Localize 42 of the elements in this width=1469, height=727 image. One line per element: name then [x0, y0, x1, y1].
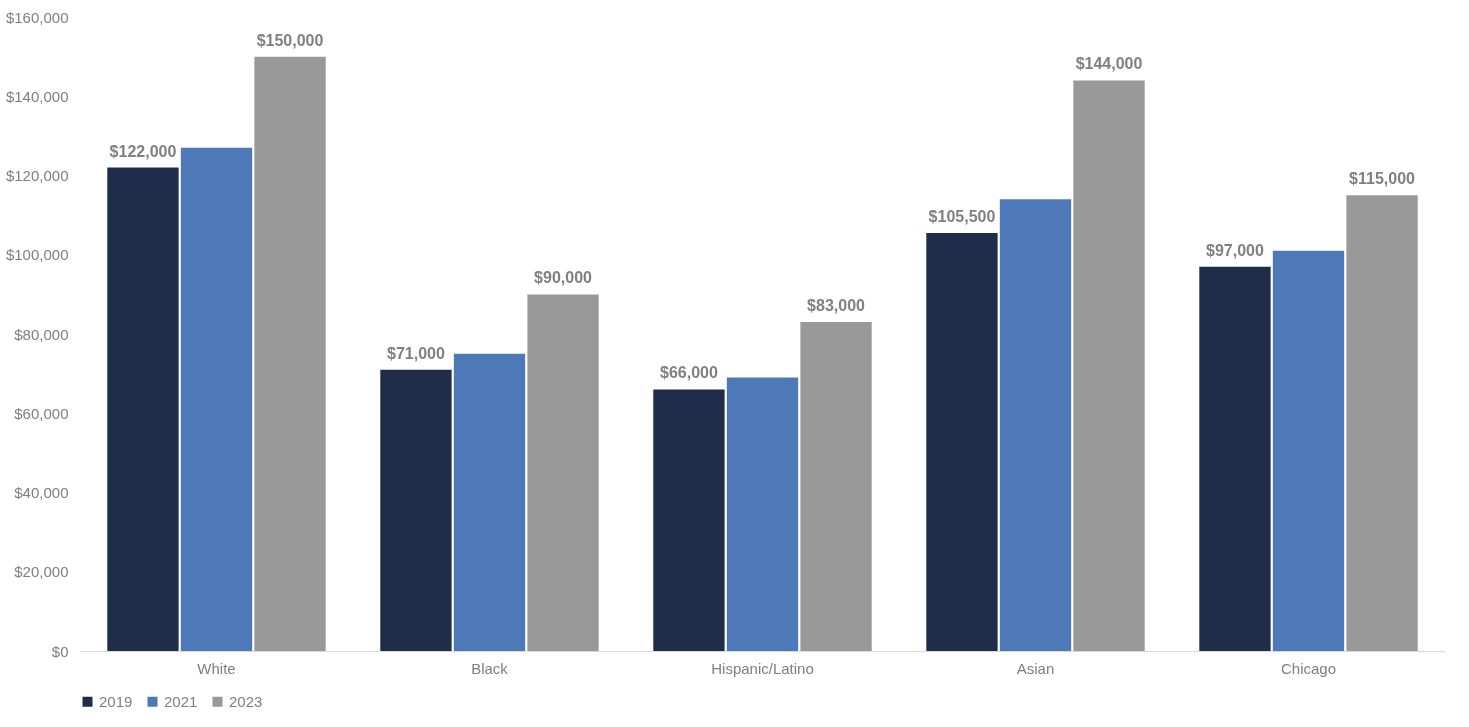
x-tick-label: Hispanic/Latino — [711, 659, 814, 677]
y-tick-label: $140,000 — [5, 87, 69, 105]
bar — [1272, 250, 1345, 651]
bar — [999, 199, 1072, 651]
y-tick-label: $60,000 — [14, 404, 69, 422]
bar — [800, 322, 872, 651]
y-tick-label: $20,000 — [14, 563, 69, 581]
data-label: $90,000 — [534, 269, 593, 287]
y-tick-label: $0 — [51, 642, 69, 660]
data-label: $122,000 — [109, 142, 177, 160]
y-tick-label: $120,000 — [5, 167, 69, 184]
bar — [1346, 195, 1418, 651]
bar — [380, 369, 452, 651]
legend-label: 2023 — [229, 692, 263, 710]
legend-label: 2019 — [99, 692, 133, 710]
x-tick-label: Black — [471, 659, 509, 677]
bar — [527, 294, 599, 651]
legend-label: 2021 — [164, 692, 198, 710]
data-label: $83,000 — [807, 297, 866, 315]
bar — [926, 232, 998, 651]
y-tick-label: $40,000 — [14, 484, 69, 501]
y-tick-label: $80,000 — [14, 325, 69, 343]
y-tick-label: $160,000 — [5, 8, 69, 26]
bar — [180, 147, 253, 651]
bar — [107, 167, 179, 651]
bar — [254, 56, 326, 651]
bar — [1073, 80, 1145, 651]
data-label: $97,000 — [1206, 241, 1264, 259]
data-label: $105,500 — [928, 207, 996, 225]
data-label: $66,000 — [660, 364, 718, 382]
bar — [1199, 266, 1271, 651]
bar — [653, 389, 725, 651]
data-label: $150,000 — [256, 31, 324, 49]
bar — [453, 353, 526, 651]
data-label: $115,000 — [1349, 170, 1416, 188]
data-label: $144,000 — [1075, 55, 1143, 73]
bar — [726, 377, 799, 651]
data-label: $71,000 — [387, 344, 445, 362]
x-tick-label: Asian — [1016, 659, 1055, 677]
x-tick-label: White — [197, 659, 236, 677]
x-tick-label: Chicago — [1280, 659, 1337, 677]
y-tick-label: $100,000 — [5, 246, 69, 264]
